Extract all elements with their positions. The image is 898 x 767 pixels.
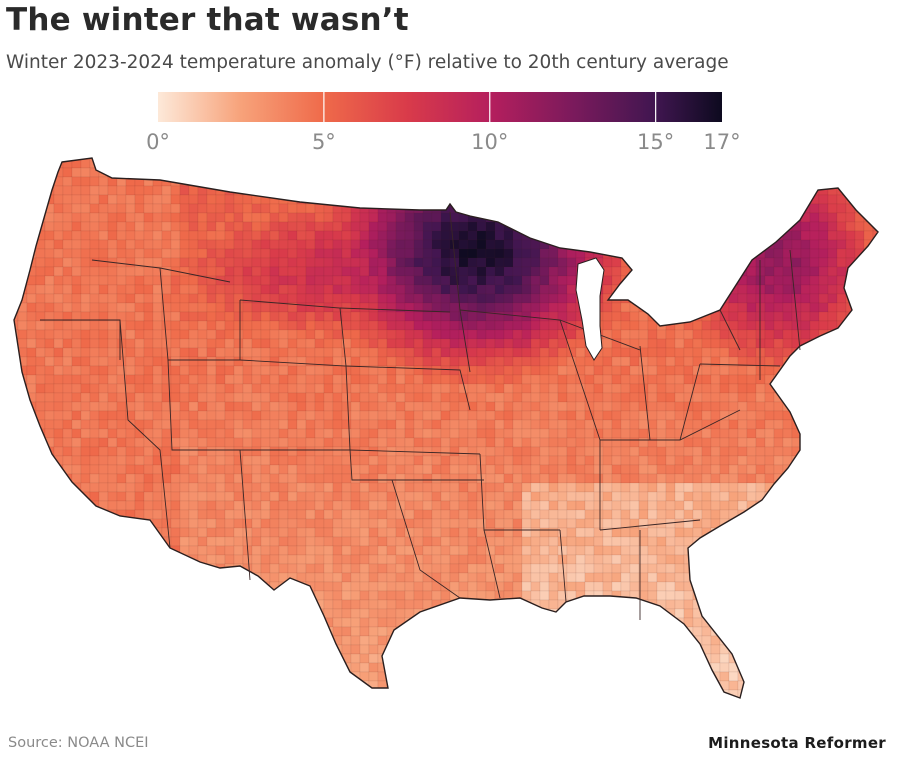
state-border-line: [559, 529, 567, 603]
state-border-line: [699, 363, 781, 367]
legend-tick-label: 10°: [471, 130, 508, 154]
state-border-line: [345, 365, 471, 411]
state-border-line: [239, 359, 351, 451]
state-border-line: [599, 519, 701, 531]
state-borders: [40, 211, 801, 620]
legend-tick-label: 5°: [312, 130, 336, 154]
state-border-line: [719, 309, 741, 351]
legend-ticks: 0° 5° 10° 15° 17°: [146, 92, 741, 154]
us-anomaly-map: [13, 157, 879, 699]
state-border-line: [349, 449, 481, 455]
state-border-line: [159, 267, 241, 361]
state-border-line: [483, 529, 501, 599]
state-border-line: [789, 249, 801, 351]
legend-gradient-bar: [158, 92, 722, 122]
chart-subtitle: Winter 2023-2024 temperature anomaly (°F…: [6, 52, 729, 73]
legend-tick-label: 0°: [146, 130, 170, 154]
state-border-line: [639, 345, 651, 441]
county-tiles: [14, 158, 878, 698]
state-border-line: [339, 307, 451, 313]
source-note: Source: NOAA NCEI: [8, 735, 149, 751]
legend-tick-label: 15°: [637, 130, 674, 154]
us-outline: [13, 157, 879, 699]
lake-michigan: [575, 257, 605, 361]
state-border-line: [167, 359, 251, 581]
state-border-line: [679, 363, 701, 441]
chart-title: The winter that wasn’t: [6, 2, 409, 38]
state-border-line: [119, 319, 171, 549]
publisher-brand: Minnesota Reformer: [708, 734, 886, 752]
legend-tick-label: 17°: [703, 130, 740, 154]
color-legend: 0° 5° 10° 15° 17°: [146, 92, 741, 154]
